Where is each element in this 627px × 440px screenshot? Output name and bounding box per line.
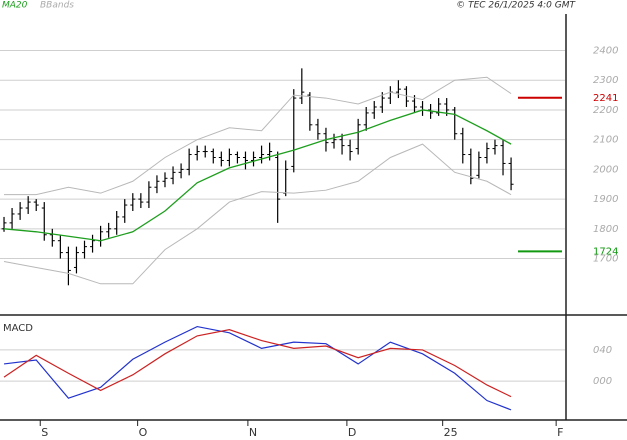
band-line — [3, 143, 512, 285]
x-tick-label: D — [348, 426, 356, 439]
x-tick-label: F — [557, 426, 563, 439]
y-tick-label: 1800 — [593, 224, 618, 235]
x-tick-label: 25 — [444, 426, 458, 439]
x-tick-label: N — [249, 426, 257, 439]
level-label: 1724 — [593, 246, 618, 257]
macd-line — [3, 325, 512, 411]
y-tick-label: 2300 — [593, 75, 618, 86]
y-tick-label: 2400 — [593, 46, 618, 57]
legend-ma20: MA20 — [2, 1, 28, 11]
y-tick-label: 000 — [593, 376, 612, 387]
y-tick-label: 040 — [593, 345, 612, 356]
y-tick-label: 2100 — [593, 135, 618, 146]
band-line — [4, 76, 512, 196]
y-tick-label: 1900 — [593, 194, 618, 205]
macd-line — [3, 329, 512, 398]
y-tick-label: 2200 — [593, 105, 618, 116]
macd-title: MACD — [3, 323, 33, 334]
x-tick-label: S — [41, 426, 48, 439]
ma-line — [3, 109, 512, 242]
legend-bbands: BBands — [40, 1, 74, 11]
source: © TEC 26/1/2025 4:0 GMT — [456, 1, 576, 11]
level-label: 2241 — [593, 93, 618, 104]
y-tick-label: 1700 — [593, 254, 618, 265]
x-tick-label: O — [139, 426, 148, 439]
y-tick-label: 2000 — [593, 164, 618, 175]
